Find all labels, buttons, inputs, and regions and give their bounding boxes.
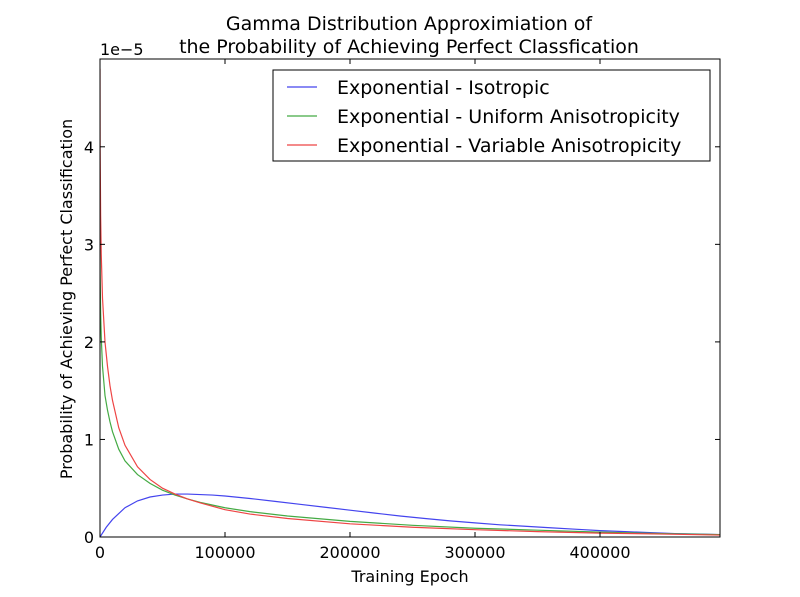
legend-label-2: Exponential - Uniform Anisotropicity <box>337 106 680 128</box>
legend-entries: Exponential - Isotropic Exponential - Uni… <box>287 77 681 157</box>
y-axis-label: Probability of Achieving Perfect Classif… <box>57 119 76 479</box>
x-tick-label: 100000 <box>194 543 255 562</box>
chart-title-line-2: the Probability of Achieving Perfect Cla… <box>179 36 639 58</box>
x-tick-label: 200000 <box>319 543 380 562</box>
series-line-1 <box>100 493 720 537</box>
legend-label-3: Exponential - Variable Anisotropicity <box>337 135 681 157</box>
x-tick-label: 300000 <box>444 543 505 562</box>
series-line-3 <box>100 68 720 536</box>
x-axis-label: Training Epoch <box>350 567 468 586</box>
legend-frame <box>272 69 711 162</box>
y-tick-label: 0 <box>84 528 94 547</box>
legend-label-1: Exponential - Isotropic <box>337 77 550 99</box>
plot-frame <box>99 58 721 538</box>
y-tick-label: 1 <box>84 430 94 449</box>
y-offset-label: 1e−5 <box>100 40 144 59</box>
x-tick-label: 0 <box>95 543 105 562</box>
plot-area <box>100 68 720 537</box>
y-tick-label: 3 <box>84 235 94 254</box>
x-tick-label: 400000 <box>569 543 630 562</box>
chart-title-line-1: Gamma Distribution Approximiation of <box>226 13 594 35</box>
tick-layer: 0 100000 200000 300000 400000 0 1 2 3 4 <box>84 59 720 562</box>
y-tick-label: 4 <box>84 138 94 157</box>
legend: Exponential - Isotropic Exponential - Uni… <box>272 69 711 162</box>
series-layer <box>100 68 720 537</box>
series-line-2 <box>100 220 720 536</box>
y-tick-label: 2 <box>84 333 94 352</box>
